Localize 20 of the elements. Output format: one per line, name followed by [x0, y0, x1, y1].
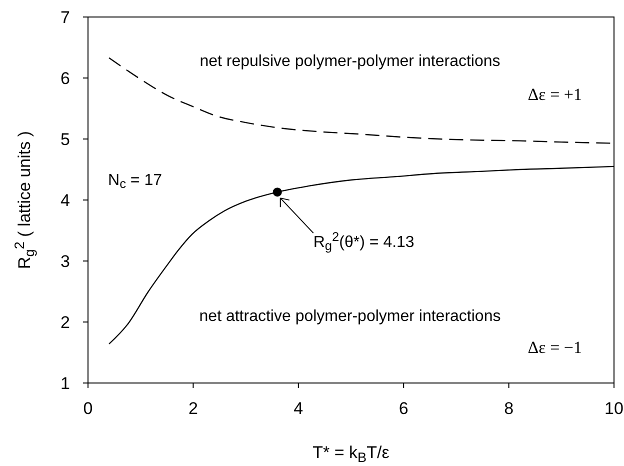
annotation: R$_{g}$$^{2}$(θ*) = 4.13: [313, 229, 414, 254]
annotation: N$_{c}$ = 17: [108, 172, 162, 192]
x-axis-title: T* = k$_{B}$T/ε: [312, 443, 390, 464]
y-tick-label: 6: [60, 69, 70, 88]
y-tick-label: 7: [60, 8, 70, 27]
annotation: Δε = −1: [528, 338, 582, 357]
y-tick-label: 3: [60, 252, 70, 271]
annotation: net repulsive polymer-polymer interactions: [200, 53, 500, 70]
y-tick-label: 1: [60, 374, 70, 393]
annotation: net attractive polymer-polymer interactions: [199, 308, 501, 325]
y-tick-label: 2: [60, 313, 70, 332]
y-tick-label: 4: [60, 191, 70, 210]
x-tick-label: 10: [604, 399, 624, 418]
x-tick-label: 2: [188, 399, 198, 418]
annotation: Δε = +1: [528, 85, 582, 104]
x-tick-label: 8: [504, 399, 514, 418]
x-tick-label: 4: [294, 399, 304, 418]
x-tick-label: 0: [83, 399, 93, 418]
y-tick-label: 5: [60, 130, 70, 149]
x-tick-label: 6: [398, 399, 408, 418]
